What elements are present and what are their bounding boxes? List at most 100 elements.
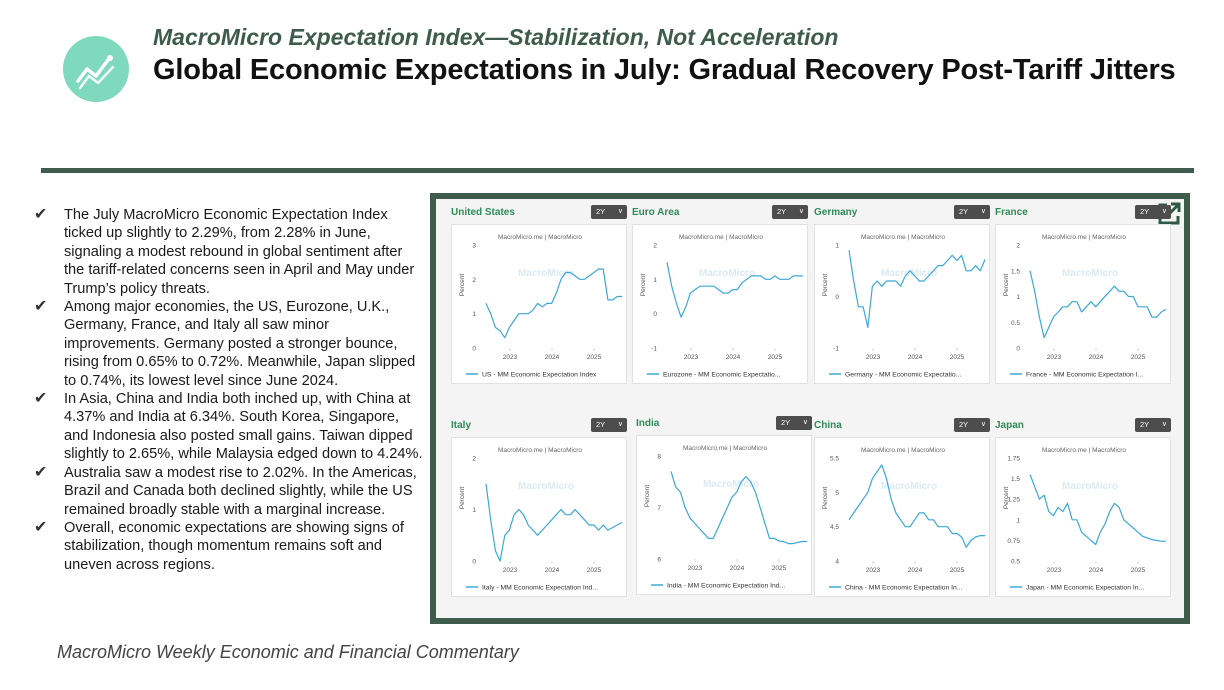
bullet-text: In Asia, China and India both inched up,… [64,391,423,463]
series-line [666,262,803,318]
x-tick-label: 2025 [772,565,787,572]
y-tick-label: 0 [1016,346,1020,353]
x-tick-label: 2023 [503,354,518,361]
legend-label[interactable]: US - MM Economic Expectation Index [482,372,597,379]
y-tick-label: 1.25 [1007,497,1020,504]
list-item: ✔ Overall, economic expectations are show… [34,519,424,574]
period-select[interactable]: 2Y ∨ [1135,418,1171,432]
y-axis-label: Percent [822,487,829,510]
y-tick-label: 2 [1016,243,1020,250]
list-item: ✔ In Asia, China and India both inched up… [34,390,424,464]
checkmark-icon: ✔ [34,463,48,481]
period-value: 2Y [781,418,791,427]
y-tick-label: 1 [472,507,476,514]
chart-watermark: MacroMicro [1062,268,1118,279]
y-tick-label: 2 [653,243,657,250]
y-tick-label: 4 [835,559,839,566]
period-select[interactable]: 2Y ∨ [954,205,990,219]
chart-source-label: MacroMicro.me | MacroMicro [498,447,582,454]
x-tick-label: 2024 [730,565,745,572]
legend-label[interactable]: India - MM Economic Expectation Ind... [667,583,785,590]
chart-country-title[interactable]: Japan [995,420,1024,431]
checkmark-icon: ✔ [34,298,48,316]
chart-country-title[interactable]: Euro Area [632,207,680,218]
legend-label[interactable]: China - MM Economic Expectation In... [845,585,963,592]
chart-country-title[interactable]: India [636,418,660,429]
period-select[interactable]: 2Y ∨ [591,205,627,219]
y-tick-label: 3 [472,243,476,250]
line-chart-germany: MacroMicro.me | MacroMicro MacroMicro Perc… [822,234,986,379]
y-axis-label: Percent [640,274,647,297]
chart-country-title[interactable]: United States [451,207,515,218]
series-line [485,483,623,562]
checkmark-icon: ✔ [34,518,48,536]
chevron-down-icon: ∨ [617,208,623,215]
legend-label[interactable]: Germany - MM Economic Expectatio... [845,372,961,379]
x-tick-label: 2024 [1089,567,1104,574]
legend-label[interactable]: Italy - MM Economic Expectation Ind... [482,585,598,592]
y-tick-label: -1 [651,346,657,353]
chart-country-title[interactable]: China [814,420,842,431]
chart-country-title[interactable]: Germany [814,207,858,218]
series-line [848,250,986,329]
y-tick-label: 8 [657,454,661,461]
chart-watermark: MacroMicro [881,481,937,492]
y-tick-label: 6 [657,557,661,564]
period-select[interactable]: 2Y ∨ [1135,205,1171,219]
period-value: 2Y [777,207,787,216]
period-value: 2Y [1140,420,1150,429]
period-select[interactable]: 2Y ∨ [591,418,627,432]
chevron-down-icon: ∨ [798,208,804,215]
y-tick-label: 1 [1016,294,1020,301]
y-tick-label: 1 [472,311,476,318]
list-item: ✔ The July MacroMicro Economic Expectatio… [34,206,424,298]
y-tick-label: 1.5 [1011,476,1020,483]
y-tick-label: 7 [657,505,661,512]
legend-label[interactable]: Eurozone - MM Economic Expectatio... [663,372,781,379]
y-tick-label: 0 [835,294,839,301]
period-select[interactable]: 2Y ∨ [954,418,990,432]
chevron-down-icon: ∨ [1161,421,1167,428]
legend-label[interactable]: Japan - MM Economic Expectation In... [1026,585,1144,592]
chart-source-label: MacroMicro.me | MacroMicro [1042,447,1126,454]
period-value: 2Y [1140,207,1150,216]
chart-source-label: MacroMicro.me | MacroMicro [683,445,767,452]
bullet-text: Among major economies, the US, Eurozone,… [64,299,416,389]
x-tick-label: 2025 [950,567,965,574]
line-chart-china: MacroMicro.me | MacroMicro MacroMicro Perc… [822,447,985,592]
page-subtitle: MacroMicro Expectation Index—Stabilizati… [153,24,839,50]
chevron-down-icon: ∨ [1161,208,1167,215]
chart-watermark: MacroMicro [699,268,755,279]
chart-country-title[interactable]: France [995,207,1028,218]
line-chart-italy: MacroMicro.me | MacroMicro MacroMicro Perc… [459,447,623,592]
y-tick-label: 2 [472,456,476,463]
legend-label[interactable]: France - MM Economic Expectation I... [1026,372,1143,379]
chart-trend-icon [76,55,115,90]
series-line [1029,270,1167,339]
chart-country-title[interactable]: Italy [451,420,472,431]
period-value: 2Y [959,420,969,429]
chevron-down-icon: ∨ [980,421,986,428]
y-tick-label: 1.75 [1007,456,1020,463]
x-tick-label: 2023 [1047,354,1062,361]
x-tick-label: 2023 [688,565,703,572]
chart-source-label: MacroMicro.me | MacroMicro [861,447,945,454]
chart-card: MacroMicro.me | MacroMicro MacroMicro Perc… [451,224,627,384]
chart-card: MacroMicro.me | MacroMicro MacroMicro Perc… [995,437,1171,597]
bullet-text: The July MacroMicro Economic Expectation… [64,207,415,297]
period-select[interactable]: 2Y ∨ [772,205,808,219]
chart-source-label: MacroMicro.me | MacroMicro [679,234,763,241]
x-tick-label: 2024 [545,567,560,574]
x-tick-label: 2023 [684,354,699,361]
x-tick-label: 2025 [587,354,602,361]
series-line [848,464,985,548]
x-tick-label: 2025 [587,567,602,574]
line-chart-united-states: MacroMicro.me | MacroMicro MacroMicro Perc… [459,234,622,379]
period-select[interactable]: 2Y ∨ [776,416,812,430]
chart-card: MacroMicro.me | MacroMicro MacroMicro Perc… [451,437,627,597]
x-tick-label: 2024 [908,567,923,574]
bullet-text: Australia saw a modest rise to 2.02%. In… [64,464,417,518]
chart-source-label: MacroMicro.me | MacroMicro [498,234,582,241]
chart-card: MacroMicro.me | MacroMicro MacroMicro Perc… [632,224,808,384]
y-tick-label: 0.5 [1011,320,1020,327]
